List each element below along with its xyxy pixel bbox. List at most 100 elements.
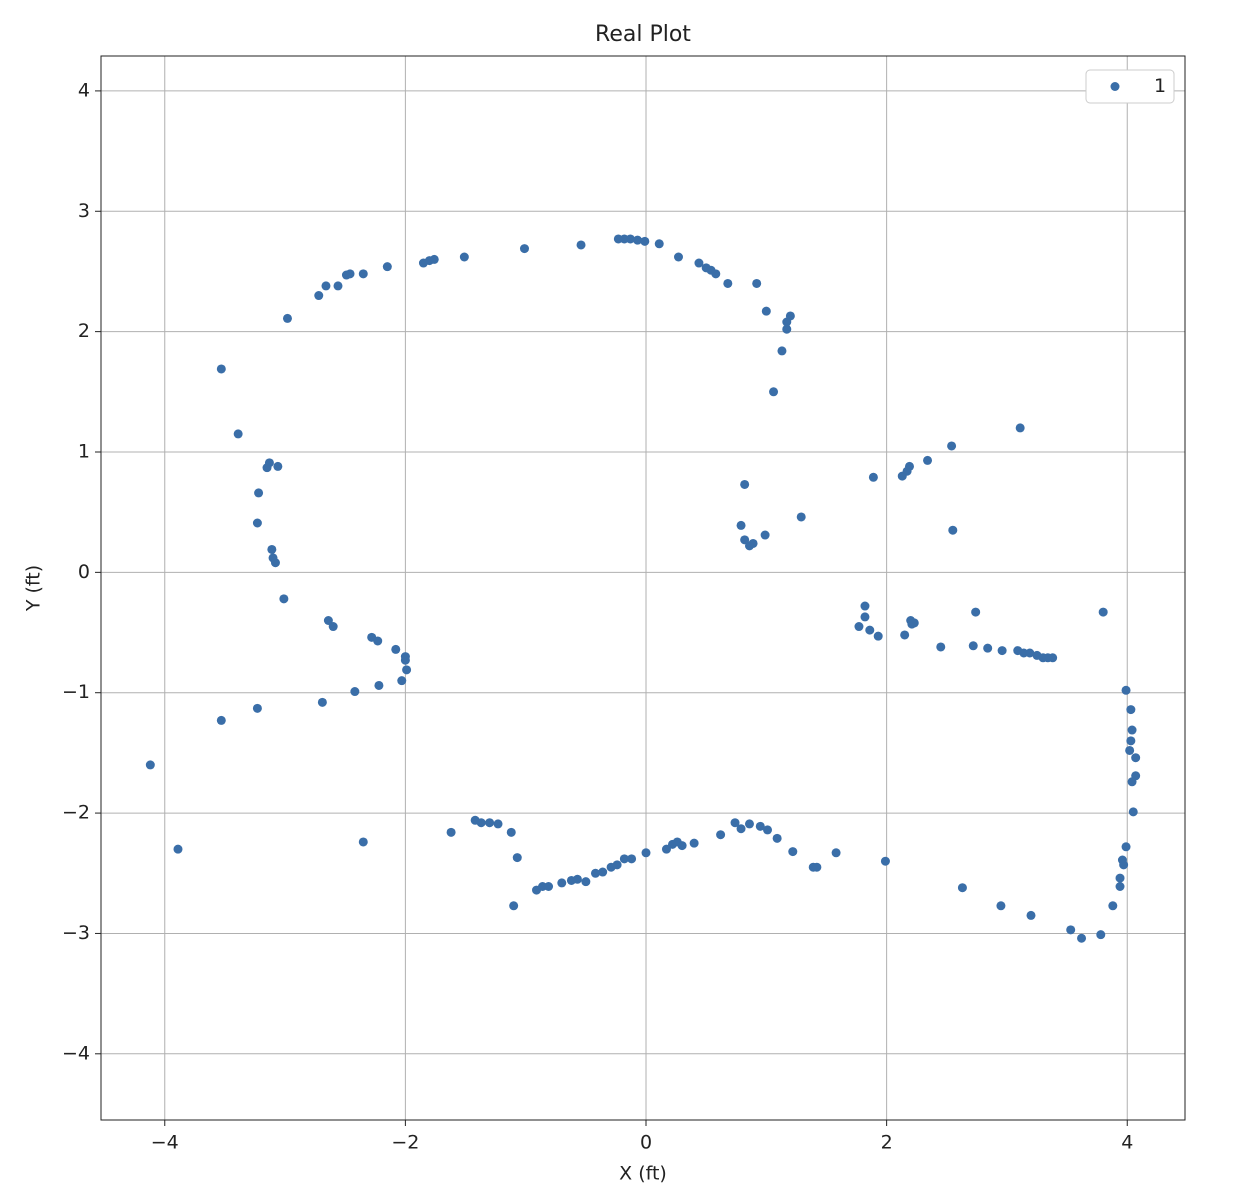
legend-marker [1110,82,1120,91]
point [328,622,338,632]
point [267,544,277,554]
point [321,281,331,291]
point [831,848,841,858]
point [723,278,733,288]
point [1121,842,1131,852]
point [619,854,629,864]
point [740,535,750,545]
point [358,269,368,279]
point [689,838,699,848]
point [661,844,671,854]
point [345,269,355,279]
point [216,715,226,725]
point [1115,881,1125,891]
point [755,821,765,831]
point [557,878,567,888]
point [576,240,586,250]
point [1127,777,1137,787]
point [777,346,787,356]
point [957,883,967,893]
chart-title: Real Plot [595,22,691,47]
point [1077,933,1087,943]
point [744,819,754,829]
point [173,844,183,854]
legend-label: 1 [1154,75,1166,97]
point [1096,930,1106,940]
point [476,818,486,828]
y-tick-label: −2 [62,802,90,824]
point [996,901,1006,911]
point [254,488,264,498]
point [374,680,384,690]
point [971,607,981,617]
point [323,615,333,625]
point [282,313,292,323]
point [1126,705,1136,715]
point [270,558,280,568]
x-tick-label: −4 [151,1132,179,1154]
x-tick-label: 2 [881,1132,893,1154]
point [716,830,726,840]
point [968,641,978,651]
point [860,601,870,611]
point [947,441,957,451]
y-tick-label: 4 [78,79,90,101]
point [358,837,368,847]
point [677,841,687,851]
point [1048,653,1058,663]
point [493,819,503,829]
point [772,833,782,843]
legend-box [1085,69,1175,104]
point [873,631,883,641]
point [1125,745,1135,755]
point [273,461,283,471]
point [612,860,622,870]
point [572,874,582,884]
point [485,818,495,828]
point [1127,725,1137,735]
y-tick-label: −4 [62,1042,90,1064]
point [752,278,762,288]
point [512,853,522,863]
point [923,455,933,465]
point [633,235,643,245]
point [333,281,343,291]
point [1025,648,1035,658]
point [314,291,324,301]
point [760,530,770,540]
point [145,760,155,770]
point [1121,685,1131,695]
point [391,644,401,654]
point [373,636,383,646]
y-tick-label: 3 [78,200,90,222]
point [769,387,779,397]
point [782,317,792,327]
point [997,646,1007,656]
point [279,594,289,604]
point [216,364,226,374]
y-axis-label: Y (ft) [23,565,45,612]
point [761,306,771,316]
point [598,867,608,877]
point [317,697,327,707]
point [640,236,650,246]
point [936,642,946,652]
point [509,901,519,911]
point [1026,910,1036,920]
y-tick-label: −1 [62,681,90,703]
point [763,825,773,835]
point [865,625,875,635]
point [983,643,993,653]
point [264,458,274,468]
x-tick-label: 4 [1121,1132,1133,1154]
point [907,619,917,629]
point [796,512,806,522]
point [748,538,758,548]
point [782,324,792,334]
point [788,847,798,857]
y-tick-label: 1 [78,440,90,462]
x-tick-label: 0 [640,1132,652,1154]
point [233,429,243,439]
point [860,612,870,622]
